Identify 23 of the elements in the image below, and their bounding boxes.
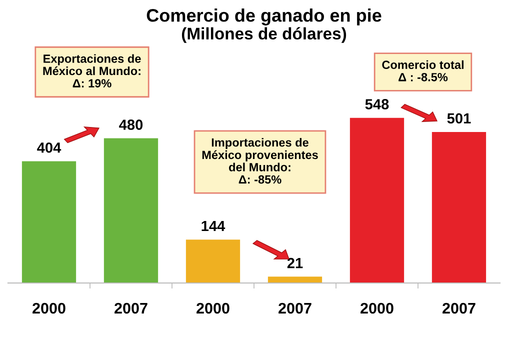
x-tick-label: 2000 (32, 302, 66, 314)
bar (432, 132, 486, 283)
bar (22, 161, 76, 283)
chart-title: Comercio de ganado en pie (146, 8, 382, 26)
bar (104, 138, 158, 283)
data-label: 480 (119, 120, 143, 130)
text: Exportaciones de México al Mundo: Δ: 19% (43, 54, 141, 88)
x-tick-label: 2007 (114, 302, 148, 314)
data-label: 144 (202, 220, 226, 232)
bar (186, 240, 240, 283)
text: Comercio total Δ : -8.5% (382, 60, 464, 82)
x-tick-label: 2000 (196, 302, 230, 314)
bar (350, 118, 404, 283)
chart-subtitle: (Millones de dólares) (182, 27, 346, 43)
x-tick-label: 2007 (442, 302, 476, 314)
data-label: 404 (37, 142, 62, 153)
data-label: 548 (365, 99, 389, 110)
x-tick-label: 2007 (278, 302, 312, 314)
data-label: 21 (287, 258, 303, 268)
x-tick-label: 2000 (360, 302, 394, 314)
data-label: 501 (447, 113, 471, 124)
bar (268, 276, 322, 283)
annotation: Importaciones de México provenientes del Mundo: Δ: -85% (202, 138, 318, 184)
